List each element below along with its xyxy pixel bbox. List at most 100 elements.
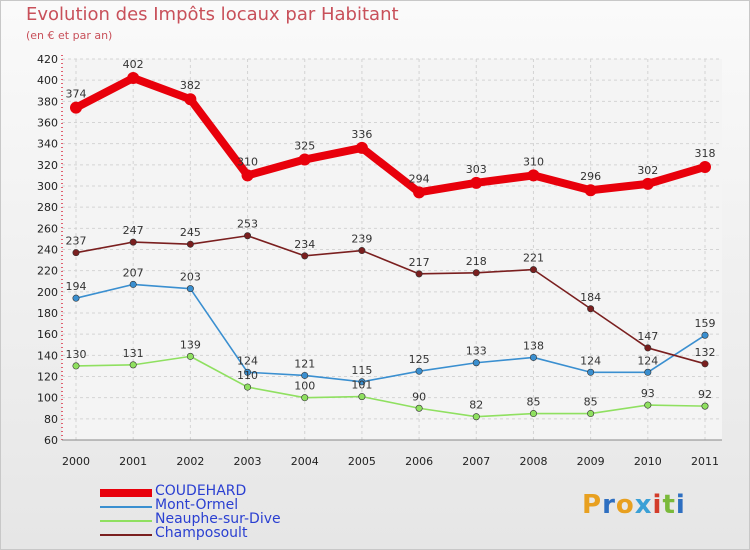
data-label-champosoult: 234 bbox=[294, 238, 315, 251]
x-tick-label: 2005 bbox=[348, 455, 376, 468]
data-point-coudehard bbox=[641, 177, 654, 190]
data-label-neauphe-sur-dive: 85 bbox=[584, 396, 598, 409]
data-label-neauphe-sur-dive: 110 bbox=[237, 369, 258, 382]
y-tick-label: 380 bbox=[37, 95, 58, 108]
y-tick-label: 60 bbox=[44, 434, 58, 447]
data-point-neauphe-sur-dive bbox=[244, 383, 252, 391]
data-label-neauphe-sur-dive: 139 bbox=[180, 338, 201, 351]
data-point-coudehard bbox=[184, 93, 197, 106]
data-label-champosoult: 245 bbox=[180, 226, 201, 239]
logo-letter: t bbox=[662, 490, 676, 520]
data-point-coudehard bbox=[355, 141, 368, 154]
data-label-champosoult: 221 bbox=[523, 252, 544, 265]
y-tick-label: 340 bbox=[37, 138, 58, 151]
y-tick-label: 360 bbox=[37, 117, 58, 130]
y-tick-label: 320 bbox=[37, 159, 58, 172]
x-tick-label: 2001 bbox=[119, 455, 147, 468]
chart-subtitle: (en € et par an) bbox=[26, 29, 113, 42]
data-label-champosoult: 247 bbox=[123, 224, 144, 237]
data-label-champosoult: 147 bbox=[637, 330, 658, 343]
y-tick-label: 260 bbox=[37, 222, 58, 235]
data-point-coudehard bbox=[127, 72, 140, 85]
data-point-mont-ormel bbox=[415, 367, 423, 375]
data-point-mont-ormel bbox=[129, 280, 137, 288]
data-point-neauphe-sur-dive bbox=[472, 413, 480, 421]
y-tick-label: 80 bbox=[44, 413, 58, 426]
data-label-neauphe-sur-dive: 85 bbox=[526, 396, 540, 409]
data-point-coudehard bbox=[298, 153, 311, 166]
y-tick-label: 160 bbox=[37, 328, 58, 341]
data-label-coudehard: 325 bbox=[294, 140, 315, 153]
data-label-champosoult: 253 bbox=[237, 218, 258, 231]
data-label-mont-ormel: 124 bbox=[237, 354, 258, 367]
data-point-neauphe-sur-dive bbox=[644, 401, 652, 409]
data-label-coudehard: 382 bbox=[180, 79, 201, 92]
data-label-neauphe-sur-dive: 82 bbox=[469, 399, 483, 412]
data-label-coudehard: 302 bbox=[637, 164, 658, 177]
series-line-mont-ormel bbox=[75, 283, 706, 383]
data-label-coudehard: 318 bbox=[695, 147, 716, 160]
x-tick-label: 2008 bbox=[519, 455, 547, 468]
legend-swatch bbox=[100, 520, 152, 522]
y-tick-label: 200 bbox=[37, 286, 58, 299]
legend-swatch bbox=[100, 534, 152, 536]
data-label-neauphe-sur-dive: 101 bbox=[351, 379, 372, 392]
data-point-champosoult bbox=[129, 238, 137, 246]
legend-label: COUDEHARD bbox=[155, 483, 247, 499]
data-point-champosoult bbox=[701, 360, 709, 368]
series-line-coudehard bbox=[72, 74, 709, 197]
data-point-mont-ormel bbox=[587, 368, 595, 376]
legend-label: Champosoult bbox=[155, 525, 248, 541]
data-label-mont-ormel: 124 bbox=[580, 354, 601, 367]
x-tick-label: 2007 bbox=[462, 455, 490, 468]
data-point-champosoult bbox=[415, 270, 423, 278]
data-point-coudehard bbox=[413, 186, 426, 199]
data-label-coudehard: 303 bbox=[466, 163, 487, 176]
x-tick-label: 2009 bbox=[577, 455, 605, 468]
legend-swatch bbox=[100, 489, 152, 497]
x-tick-label: 2010 bbox=[634, 455, 662, 468]
data-label-mont-ormel: 133 bbox=[466, 345, 487, 358]
data-point-neauphe-sur-dive bbox=[587, 410, 595, 418]
data-point-mont-ormel bbox=[472, 359, 480, 367]
logo-letter: i bbox=[652, 490, 663, 520]
data-label-neauphe-sur-dive: 130 bbox=[66, 348, 87, 361]
series-line-neauphe-sur-dive bbox=[75, 355, 706, 418]
legend-label: Neauphe-sur-Dive bbox=[155, 511, 281, 527]
data-label-champosoult: 218 bbox=[466, 255, 487, 268]
data-point-neauphe-sur-dive bbox=[72, 362, 80, 370]
logo-letter: i bbox=[675, 490, 686, 520]
data-point-champosoult bbox=[301, 252, 309, 260]
data-point-coudehard bbox=[241, 169, 254, 182]
y-tick-label: 180 bbox=[37, 307, 58, 320]
data-label-coudehard: 374 bbox=[66, 88, 87, 101]
y-tick-label: 120 bbox=[37, 371, 58, 384]
data-point-neauphe-sur-dive bbox=[129, 361, 137, 369]
data-label-mont-ormel: 203 bbox=[180, 271, 201, 284]
data-label-neauphe-sur-dive: 92 bbox=[698, 388, 712, 401]
data-point-coudehard bbox=[527, 169, 540, 182]
data-point-neauphe-sur-dive bbox=[701, 402, 709, 410]
y-tick-label: 280 bbox=[37, 201, 58, 214]
data-point-neauphe-sur-dive bbox=[529, 410, 537, 418]
logo-letter: x bbox=[634, 490, 653, 520]
legend-swatch bbox=[100, 506, 152, 508]
data-label-mont-ormel: 159 bbox=[695, 317, 716, 330]
data-point-champosoult bbox=[472, 269, 480, 277]
data-point-mont-ormel bbox=[358, 378, 366, 386]
data-point-champosoult bbox=[644, 344, 652, 352]
series-line-champosoult bbox=[75, 234, 706, 365]
x-tick-label: 2006 bbox=[405, 455, 433, 468]
data-point-champosoult bbox=[72, 249, 80, 257]
data-label-coudehard: 310 bbox=[523, 155, 544, 168]
data-label-mont-ormel: 115 bbox=[351, 364, 372, 377]
x-tick-label: 2000 bbox=[62, 455, 90, 468]
data-point-champosoult bbox=[186, 240, 194, 248]
y-tick-label: 400 bbox=[37, 74, 58, 87]
data-label-coudehard: 310 bbox=[237, 155, 258, 168]
data-point-mont-ormel bbox=[244, 368, 252, 376]
data-point-neauphe-sur-dive bbox=[415, 404, 423, 412]
data-label-neauphe-sur-dive: 100 bbox=[294, 380, 315, 393]
x-tick-label: 2003 bbox=[234, 455, 262, 468]
